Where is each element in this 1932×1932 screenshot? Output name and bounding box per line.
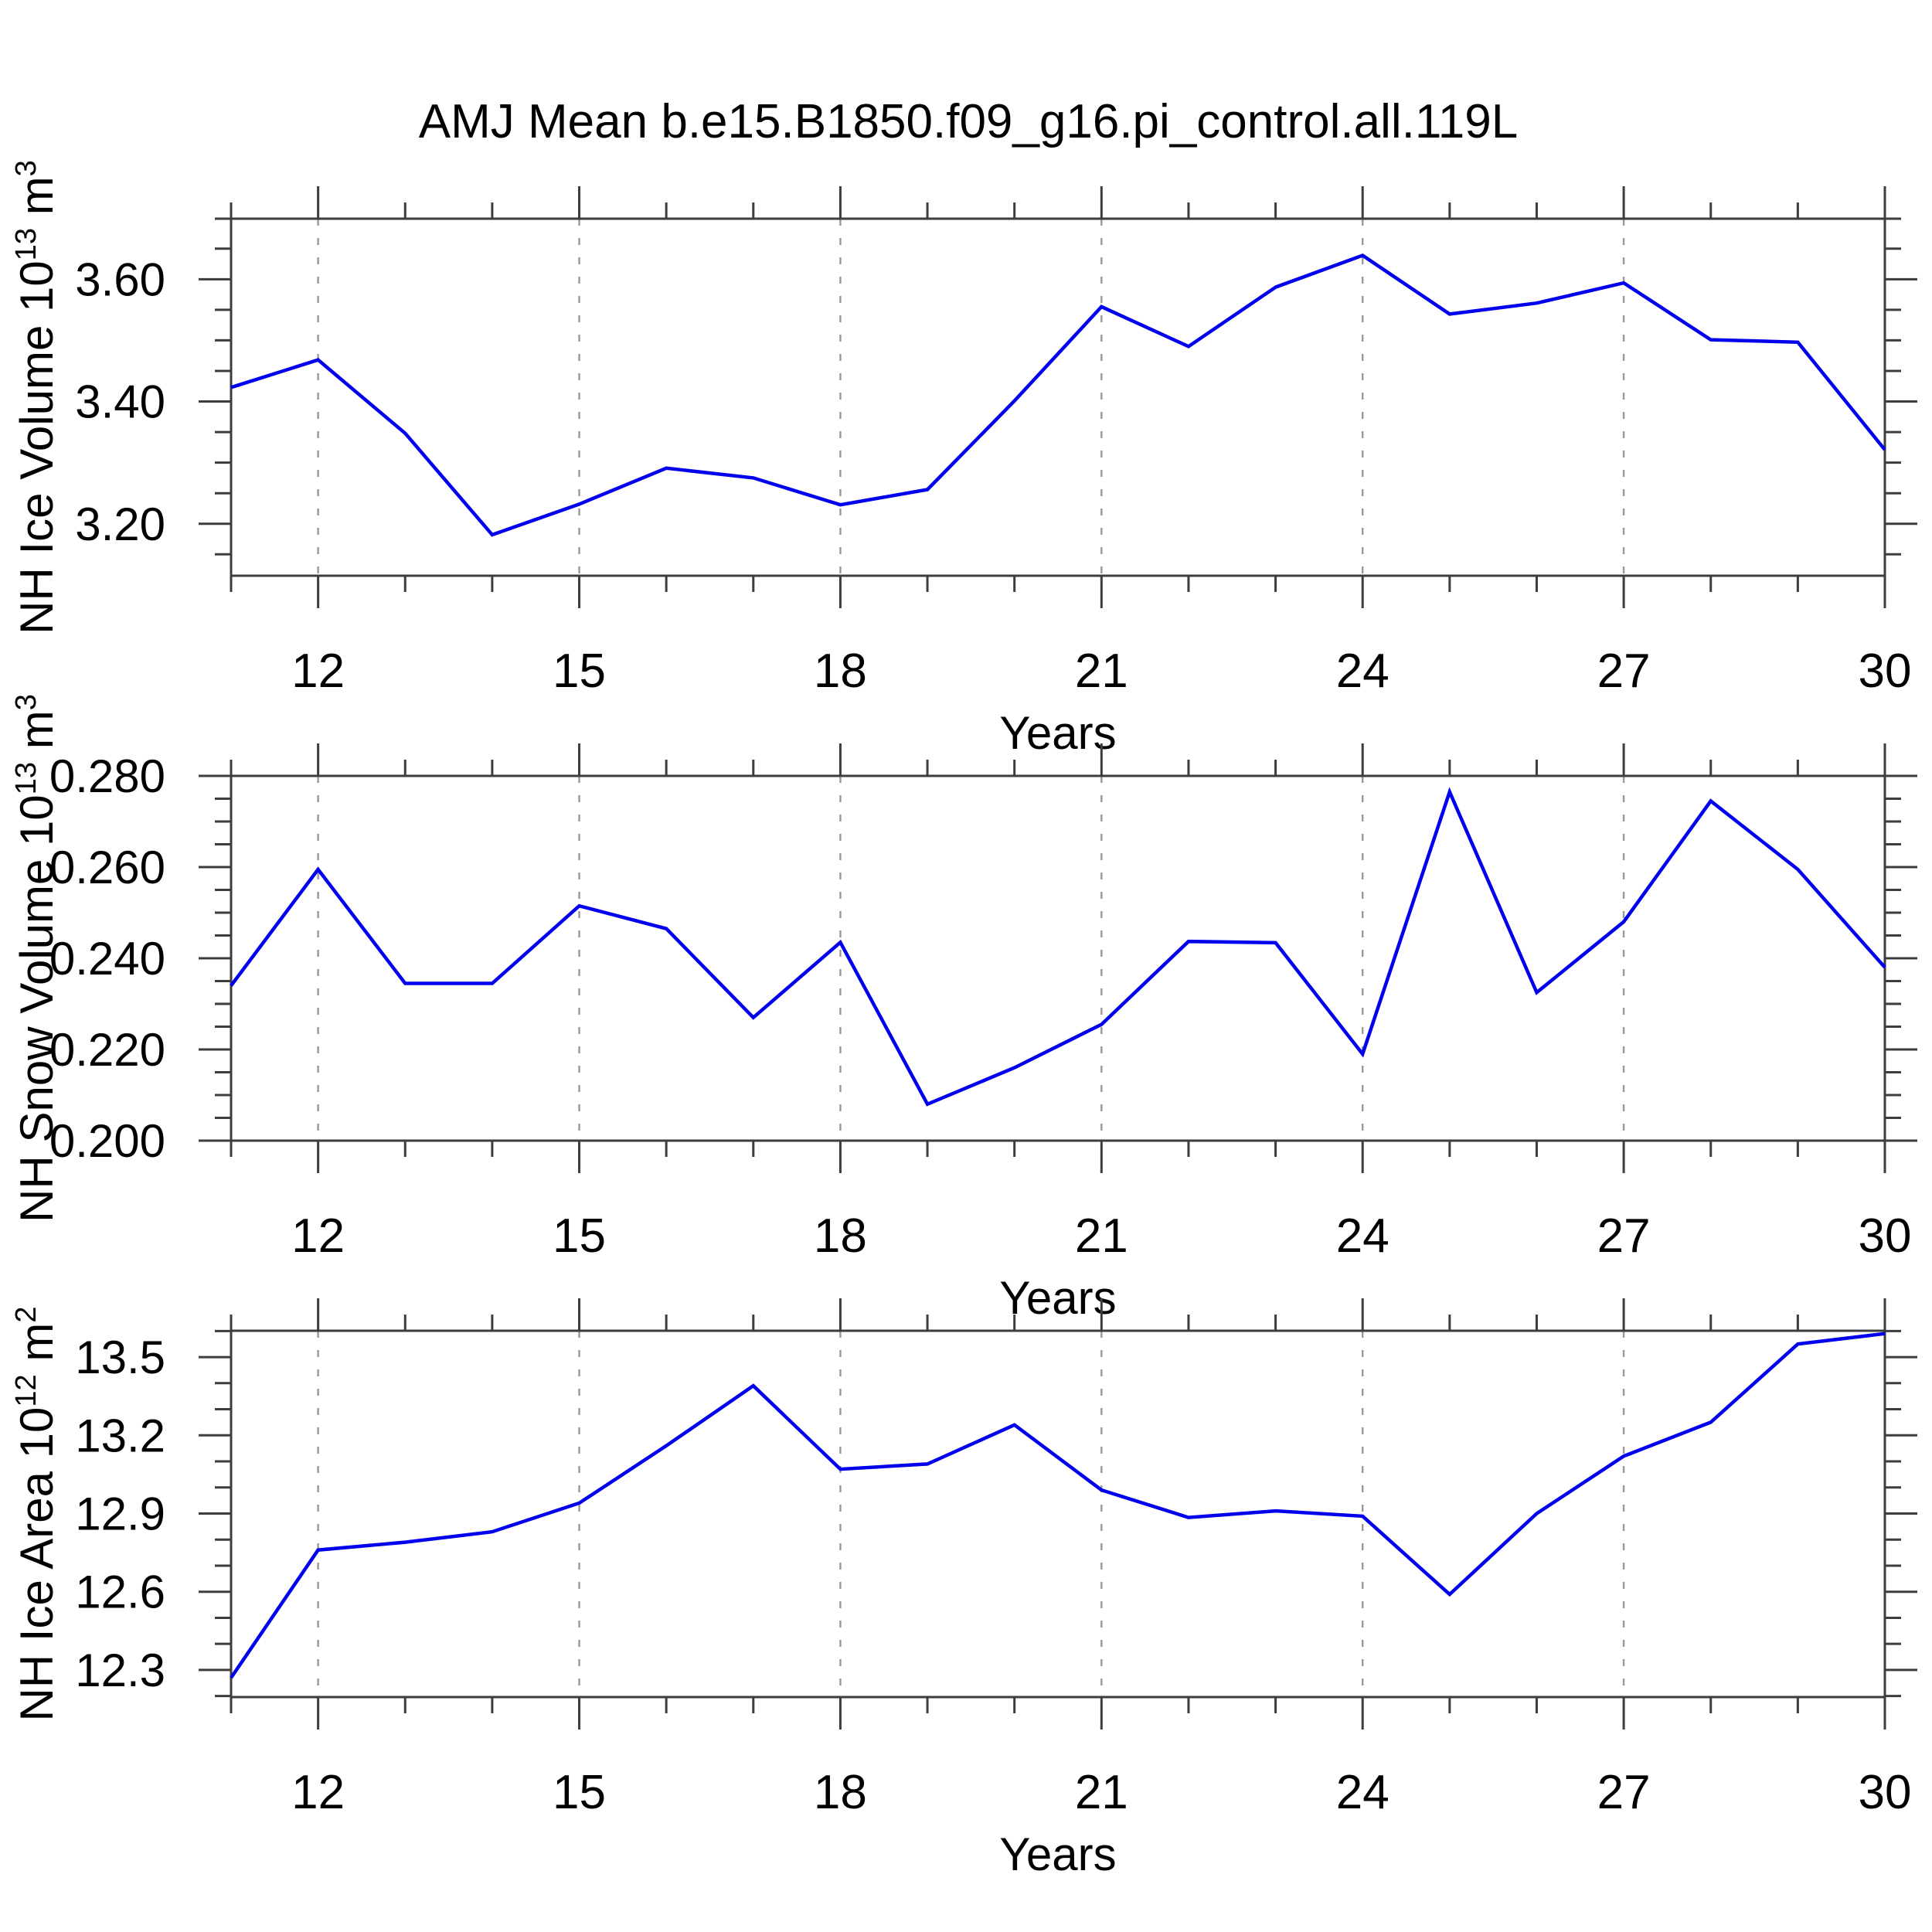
x-tick-label: 18 xyxy=(814,1766,867,1819)
x-tick-labels: 12 15 18 21 24 27 30 xyxy=(291,645,1911,698)
x-tick-label: 24 xyxy=(1336,1209,1389,1263)
x-tick-label: 30 xyxy=(1859,645,1912,698)
y-tick-labels: 3.20 3.40 3.60 xyxy=(75,253,165,549)
x-tick-label: 12 xyxy=(291,645,345,698)
nh-snow-volume-panel: 0.200 0.220 0.240 0.260 0.280 12 15 18 21 24 27 30 Y… xyxy=(10,694,1917,1324)
y-axis-title: NH Snow Volume 1013​ m3​ xyxy=(10,694,63,1223)
plot-frame xyxy=(230,1329,1886,1699)
x-tick-label: 15 xyxy=(553,1766,606,1819)
series-line xyxy=(230,787,1886,1107)
ticks xyxy=(199,1298,1917,1730)
page-title: AMJ Mean b.e15.B1850.f09_g16.pi_control.… xyxy=(419,95,1518,148)
x-tick-label: 15 xyxy=(553,645,606,698)
x-axis-title: Years xyxy=(999,707,1116,759)
y-tick-label: 3.40 xyxy=(75,376,165,428)
x-tick-label: 30 xyxy=(1859,1209,1912,1263)
x-axis-title: Years xyxy=(999,1828,1116,1880)
y-tick-label: 3.60 xyxy=(75,253,165,305)
x-tick-label: 12 xyxy=(291,1766,345,1819)
series-line xyxy=(230,1332,1886,1679)
y-tick-label: 12.3 xyxy=(75,1645,165,1696)
x-gridlines xyxy=(317,1331,1625,1697)
plot-frame xyxy=(230,774,1886,1142)
x-tick-label: 21 xyxy=(1075,645,1128,698)
series-line xyxy=(230,253,1886,537)
x-axis-title: Years xyxy=(999,1272,1116,1324)
x-tick-label: 27 xyxy=(1597,1766,1651,1819)
x-tick-label: 24 xyxy=(1336,645,1389,698)
x-tick-labels: 12 15 18 21 24 27 30 xyxy=(291,1766,1911,1819)
y-tick-label: 0.280 xyxy=(49,750,165,802)
x-tick-label: 27 xyxy=(1597,1209,1651,1263)
x-tick-label: 15 xyxy=(553,1209,606,1263)
x-tick-label: 24 xyxy=(1336,1766,1389,1819)
x-tick-labels: 12 15 18 21 24 27 30 xyxy=(291,1209,1911,1263)
x-tick-label: 21 xyxy=(1075,1766,1128,1819)
y-tick-labels: 0.200 0.220 0.240 0.260 0.280 xyxy=(49,750,165,1167)
y-tick-label: 0.200 xyxy=(49,1115,165,1167)
x-gridlines xyxy=(317,219,1625,576)
y-tick-label: 12.9 xyxy=(75,1488,165,1539)
y-tick-label: 3.20 xyxy=(75,498,165,550)
y-tick-label: 13.2 xyxy=(75,1410,165,1461)
x-tick-label: 21 xyxy=(1075,1209,1128,1263)
x-tick-label: 12 xyxy=(291,1209,345,1263)
ticks xyxy=(199,186,1917,608)
y-tick-label: 12.6 xyxy=(75,1566,165,1618)
y-tick-label: 0.260 xyxy=(49,842,165,893)
y-axis-title: NH Ice Volume 1013​ m3​ xyxy=(10,160,63,634)
plot-frame xyxy=(230,217,1886,577)
y-tick-label: 13.5 xyxy=(75,1332,165,1383)
x-tick-label: 30 xyxy=(1859,1766,1912,1819)
x-tick-label: 18 xyxy=(814,1209,867,1263)
nh-ice-volume-panel: 3.20 3.40 3.60 12 15 18 21 24 27 30 Years NH Ice Vo… xyxy=(10,160,1917,759)
y-tick-label: 0.240 xyxy=(49,933,165,985)
x-gridlines xyxy=(317,776,1625,1141)
y-axis-title: NH Ice Area 1012​ m2​ xyxy=(10,1307,63,1722)
x-tick-label: 18 xyxy=(814,645,867,698)
y-tick-labels: 12.3 12.6 12.9 13.2 13.5 xyxy=(75,1332,165,1696)
y-tick-label: 0.220 xyxy=(49,1024,165,1076)
chart-panels: 3.20 3.40 3.60 12 15 18 21 24 27 30 Years NH Ice Vo… xyxy=(10,160,1917,1880)
nh-ice-area-panel: 12.3 12.6 12.9 13.2 13.5 12 15 18 21 24 27 30 Years N… xyxy=(10,1298,1917,1880)
x-tick-label: 27 xyxy=(1597,645,1651,698)
ticks xyxy=(199,743,1917,1173)
